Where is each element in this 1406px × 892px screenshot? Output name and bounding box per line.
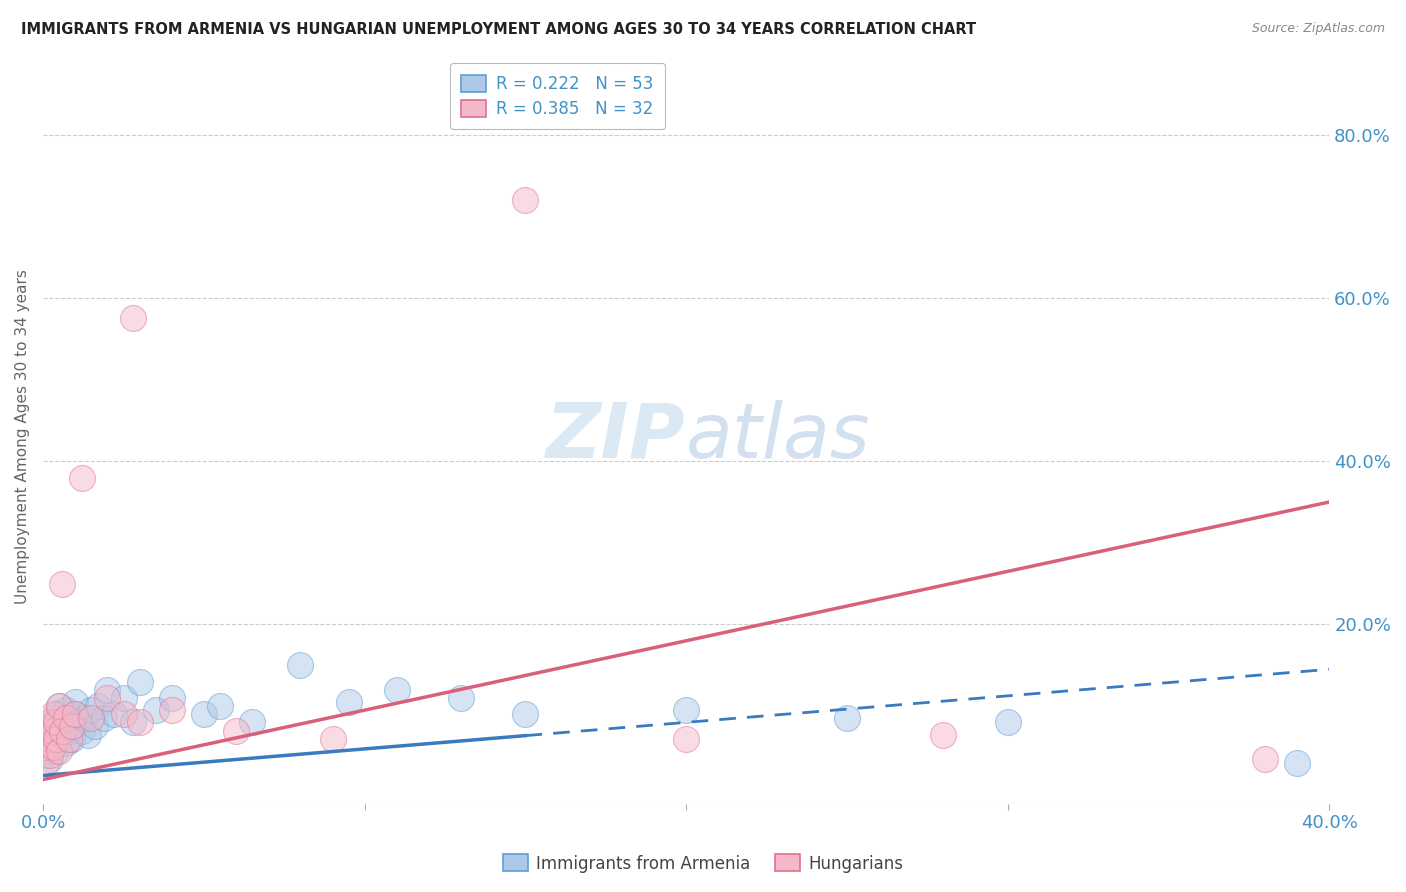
Point bbox=[65, 707, 87, 722]
Point bbox=[45, 715, 67, 730]
Point bbox=[51, 715, 73, 730]
Point bbox=[515, 707, 537, 722]
Point bbox=[80, 711, 103, 725]
Point bbox=[122, 311, 145, 326]
Point bbox=[675, 731, 697, 746]
Point bbox=[96, 682, 118, 697]
Point bbox=[38, 731, 60, 746]
Legend: R = 0.222   N = 53, R = 0.385   N = 32: R = 0.222 N = 53, R = 0.385 N = 32 bbox=[450, 63, 665, 129]
Point bbox=[42, 707, 65, 722]
Point bbox=[997, 715, 1019, 730]
Point bbox=[48, 699, 70, 714]
Point bbox=[35, 723, 58, 738]
Point bbox=[58, 723, 80, 738]
Point bbox=[112, 690, 135, 705]
Point bbox=[515, 193, 537, 207]
Point bbox=[932, 728, 955, 742]
Point bbox=[51, 723, 73, 738]
Point bbox=[42, 731, 65, 746]
Point bbox=[1254, 752, 1277, 766]
Point bbox=[38, 736, 60, 750]
Point bbox=[60, 719, 83, 733]
Point bbox=[145, 703, 167, 717]
Point bbox=[240, 715, 263, 730]
Point bbox=[96, 690, 118, 705]
Text: Source: ZipAtlas.com: Source: ZipAtlas.com bbox=[1251, 22, 1385, 36]
Point bbox=[103, 707, 125, 722]
Point bbox=[38, 747, 60, 762]
Point bbox=[65, 695, 87, 709]
Point bbox=[35, 747, 58, 762]
Point bbox=[42, 739, 65, 754]
Point bbox=[58, 731, 80, 746]
Point bbox=[835, 711, 858, 725]
Point bbox=[65, 707, 87, 722]
Point bbox=[122, 715, 145, 730]
Point bbox=[160, 690, 183, 705]
Point bbox=[83, 719, 105, 733]
Point bbox=[45, 744, 67, 758]
Point bbox=[225, 723, 247, 738]
Point bbox=[45, 731, 67, 746]
Point bbox=[42, 739, 65, 754]
Point bbox=[48, 719, 70, 733]
Point bbox=[93, 711, 115, 725]
Point bbox=[55, 703, 77, 717]
Text: ZIP: ZIP bbox=[547, 400, 686, 474]
Point bbox=[51, 728, 73, 742]
Point bbox=[60, 719, 83, 733]
Text: IMMIGRANTS FROM ARMENIA VS HUNGARIAN UNEMPLOYMENT AMONG AGES 30 TO 34 YEARS CORR: IMMIGRANTS FROM ARMENIA VS HUNGARIAN UNE… bbox=[21, 22, 976, 37]
Point bbox=[73, 711, 96, 725]
Point bbox=[42, 715, 65, 730]
Point bbox=[38, 723, 60, 738]
Point bbox=[450, 690, 472, 705]
Point bbox=[67, 715, 90, 730]
Point bbox=[290, 658, 312, 673]
Point bbox=[193, 707, 215, 722]
Point bbox=[35, 739, 58, 754]
Point bbox=[48, 744, 70, 758]
Text: atlas: atlas bbox=[686, 400, 870, 474]
Point bbox=[208, 699, 231, 714]
Point bbox=[35, 731, 58, 746]
Point bbox=[675, 703, 697, 717]
Point bbox=[60, 731, 83, 746]
Point bbox=[35, 739, 58, 754]
Point bbox=[385, 682, 408, 697]
Point bbox=[58, 711, 80, 725]
Point bbox=[128, 715, 150, 730]
Point bbox=[70, 723, 93, 738]
Legend: Immigrants from Armenia, Hungarians: Immigrants from Armenia, Hungarians bbox=[496, 847, 910, 880]
Y-axis label: Unemployment Among Ages 30 to 34 years: Unemployment Among Ages 30 to 34 years bbox=[15, 269, 30, 604]
Point bbox=[128, 674, 150, 689]
Point bbox=[42, 723, 65, 738]
Point bbox=[80, 703, 103, 717]
Point bbox=[55, 711, 77, 725]
Point bbox=[45, 707, 67, 722]
Point bbox=[38, 715, 60, 730]
Point bbox=[38, 752, 60, 766]
Point bbox=[55, 736, 77, 750]
Point bbox=[38, 744, 60, 758]
Point bbox=[337, 695, 360, 709]
Point bbox=[51, 576, 73, 591]
Point bbox=[35, 756, 58, 771]
Point bbox=[48, 699, 70, 714]
Point bbox=[45, 723, 67, 738]
Point bbox=[77, 728, 100, 742]
Point bbox=[1286, 756, 1309, 771]
Point bbox=[87, 699, 110, 714]
Point bbox=[160, 703, 183, 717]
Point bbox=[70, 470, 93, 484]
Point bbox=[112, 707, 135, 722]
Point bbox=[48, 731, 70, 746]
Point bbox=[322, 731, 344, 746]
